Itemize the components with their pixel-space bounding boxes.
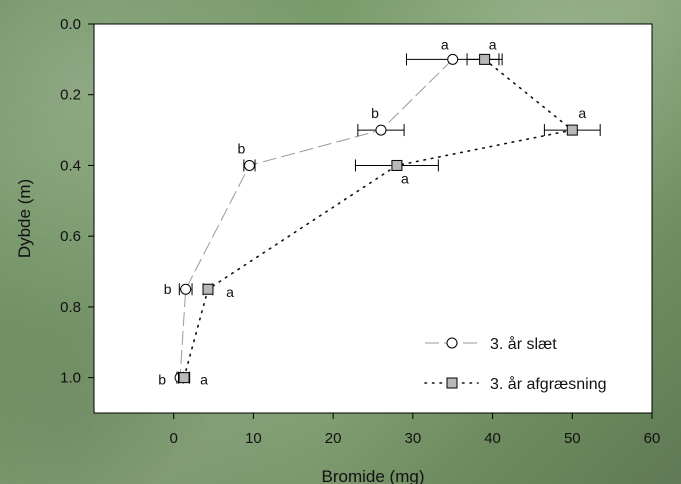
legend-label: 3. år slæt <box>490 335 557 353</box>
data-point-circle <box>243 159 255 171</box>
significance-label: b <box>158 372 166 388</box>
data-point-square <box>178 372 190 384</box>
x-tick-label: 50 <box>564 430 581 447</box>
data-point-square <box>391 159 403 171</box>
legend-marker-circle <box>446 337 458 349</box>
x-axis-title: Bromide (mg) <box>322 467 425 484</box>
data-point-circle <box>447 53 459 65</box>
significance-label: b <box>164 281 172 297</box>
data-point-circle <box>180 283 192 295</box>
data-point-circle <box>375 124 387 136</box>
significance-label: a <box>226 284 234 300</box>
x-tick-label: 60 <box>644 430 661 447</box>
legend-label: 3. år afgræsning <box>490 375 607 393</box>
y-tick-label: 0.2 <box>60 87 81 104</box>
plot-frame <box>93 23 653 414</box>
significance-label: a <box>441 36 449 52</box>
x-tick-label: 20 <box>325 430 342 447</box>
x-tick-label: 0 <box>170 430 178 447</box>
x-tick-label: 40 <box>484 430 501 447</box>
data-point-square <box>479 53 491 65</box>
legend-marker-square <box>446 377 458 389</box>
data-point-square <box>566 124 578 136</box>
y-axis-title: Dybde (m) <box>15 179 34 258</box>
significance-label: b <box>371 105 379 121</box>
significance-label: a <box>489 36 497 52</box>
significance-label: a <box>401 170 409 186</box>
y-tick-label: 0.8 <box>60 299 81 316</box>
series-line-1 <box>183 58 575 379</box>
y-tick-label: 0.0 <box>60 16 81 33</box>
x-tick-label: 10 <box>245 430 262 447</box>
x-tick-label: 30 <box>405 430 422 447</box>
significance-label: a <box>200 372 208 388</box>
y-tick-label: 1.0 <box>60 370 81 387</box>
significance-label: a <box>578 105 586 121</box>
y-tick-label: 0.4 <box>60 157 81 174</box>
significance-label: b <box>238 140 246 156</box>
y-tick-label: 0.6 <box>60 228 81 245</box>
data-point-square <box>202 283 214 295</box>
